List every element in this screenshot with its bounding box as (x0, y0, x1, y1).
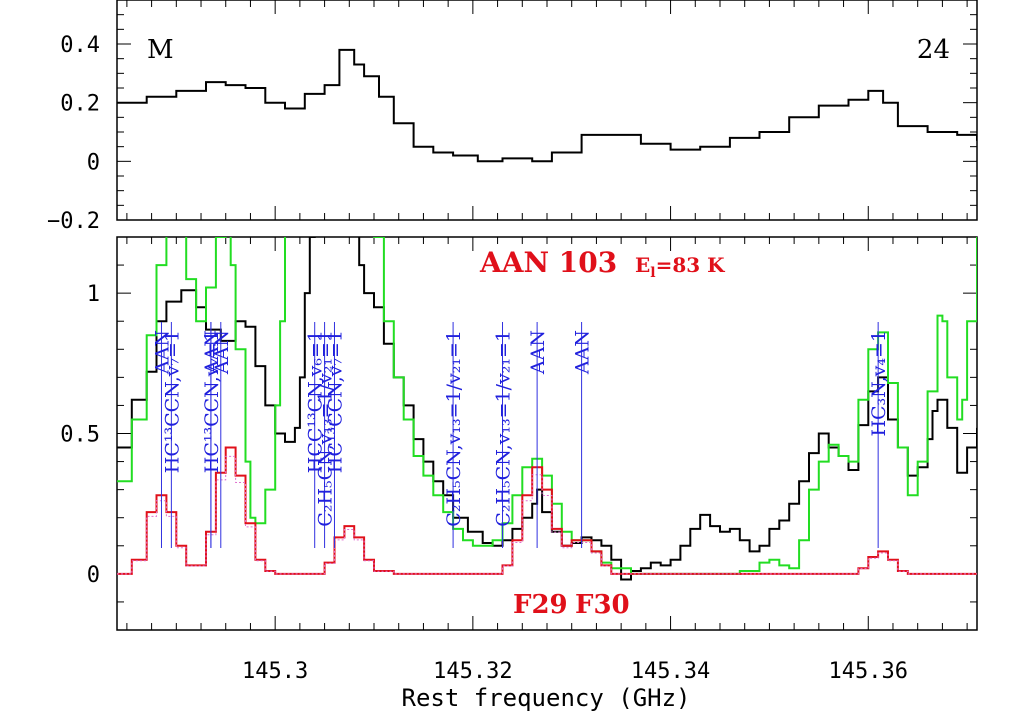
line-label: HC¹³CCN,v₇=1 (201, 330, 223, 473)
model-title: AAN 103 (479, 246, 617, 279)
x-axis-title: Rest frequency (GHz) (402, 684, 691, 712)
bottom-series-2-overlay (117, 455, 977, 575)
line-label: HC¹³CCN,v₇=1 (324, 330, 346, 473)
bottom-y-tick-label: 0.5 (60, 423, 100, 448)
panel-corner-right: 24 (917, 35, 950, 65)
line-label: C₂H₅CN,v₁₃=1/v₂₁=1 (493, 330, 515, 527)
line-label: HC¹³CCN,v₇=1 (161, 330, 183, 473)
line-label: C₂H₅CN,v₁₃=1/v₂₁=1 (315, 330, 337, 527)
label-f30: F30 (575, 590, 630, 620)
top-series-0 (117, 48, 977, 163)
x-tick-label: 145.34 (631, 659, 710, 684)
line-label: AAN (151, 330, 173, 375)
line-label: C₂H₅CN,v₁₃=1/v₂₁=1 (443, 330, 465, 527)
x-tick-label: 145.36 (829, 659, 908, 684)
bottom-y-tick-label: 1 (87, 282, 100, 307)
x-tick-label: 145.3 (242, 659, 308, 684)
bottom-panel: 145.3 145.32 145.34 145.3600.51AANHC¹³CCN,v… (60, 236, 978, 684)
line-label: HCC¹³CN,v₆=1 (305, 330, 327, 473)
top-frame (116, 0, 978, 221)
bottom-y-tick-label: 0 (87, 563, 100, 588)
top-y-tick-label: −0.2 (47, 209, 100, 234)
top-y-tick-label: 0.4 (60, 33, 100, 58)
line-label: HC₃N,v₄=1 (868, 330, 890, 437)
top-panel: −0.2 0 0.2 0.4 M 24 (47, 0, 978, 234)
line-label: AAN (211, 330, 233, 375)
top-y-tick-label: 0.2 (60, 92, 100, 117)
line-label: AAN (527, 330, 549, 375)
x-tick-label: 145.32 (433, 659, 512, 684)
line-label: AAN (572, 330, 594, 375)
line-label: AAN (201, 330, 223, 375)
panel-corner-left: M (147, 35, 174, 65)
top-y-tick-label: 0 (87, 150, 100, 175)
model-energy: El=83 K (635, 253, 725, 281)
label-f29: F29 (513, 590, 568, 620)
